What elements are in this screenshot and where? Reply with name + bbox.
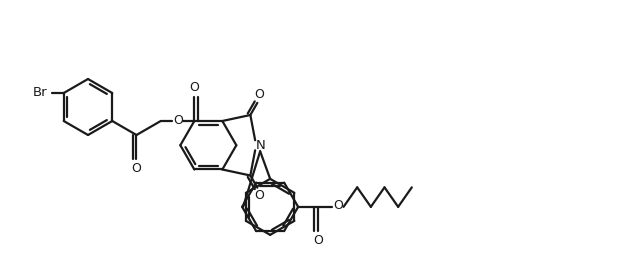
Text: Br: Br	[33, 87, 47, 100]
Text: O: O	[189, 81, 199, 94]
Text: O: O	[132, 162, 141, 175]
Text: O: O	[255, 189, 264, 202]
Text: O: O	[313, 234, 323, 247]
Text: O: O	[255, 89, 264, 101]
Text: N: N	[255, 139, 265, 152]
Text: O: O	[333, 199, 344, 212]
Text: O: O	[173, 114, 183, 126]
